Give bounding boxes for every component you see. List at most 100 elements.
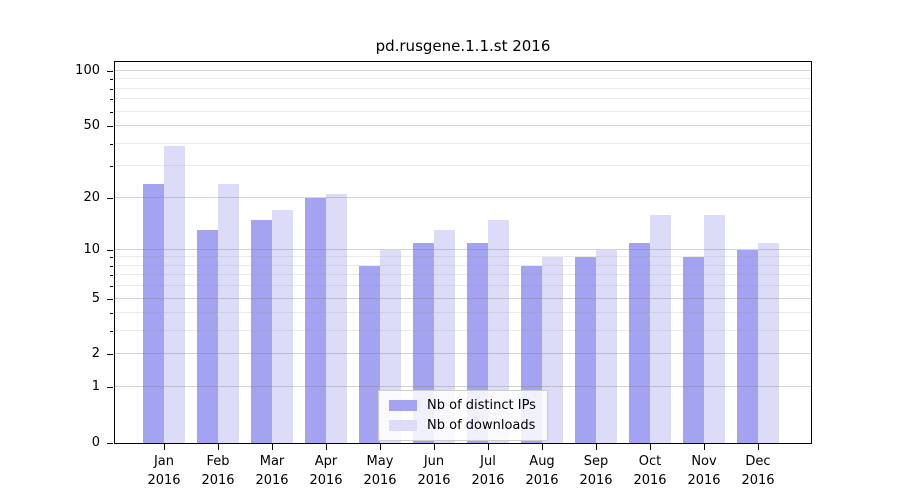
gridline-50: [115, 125, 811, 127]
bar-downloads-jun: [434, 230, 455, 443]
y-minor-tick-8: [110, 265, 113, 267]
bar-downloads-mar: [272, 210, 293, 443]
bar-downloads-oct: [650, 214, 671, 443]
y-minor-tick-30: [110, 166, 113, 168]
chart-title: pd.rusgene.1.1.st 2016: [375, 37, 551, 55]
legend-item-downloads: Nb of downloads: [389, 418, 536, 433]
gridline-3: [115, 330, 811, 332]
bar-distinct-ips-mar: [251, 219, 272, 443]
legend-label-downloads: Nb of downloads: [427, 418, 536, 433]
y-tick-100: [107, 71, 113, 72]
y-minor-tick-60: [110, 111, 113, 113]
y-minor-tick-9: [110, 257, 113, 259]
gridline-8: [115, 264, 811, 266]
legend: Nb of distinct IPs Nb of downloads: [378, 390, 548, 441]
gridline-4: [115, 312, 811, 314]
gridline-1: [115, 386, 811, 388]
gridline-7: [115, 274, 811, 276]
y-minor-tick-90: [110, 79, 113, 81]
x-tick-mar: [272, 444, 273, 450]
x-tick-jul: [488, 444, 489, 450]
y-tick-1: [107, 387, 113, 389]
x-tick-label-aug: Aug 2016: [525, 454, 559, 488]
gridline-80: [115, 87, 811, 89]
y-minor-tick-40: [110, 143, 113, 145]
x-tick-label-sep: Sep 2016: [579, 454, 613, 488]
legend-item-distinct-ips: Nb of distinct IPs: [389, 398, 536, 413]
x-tick-label-mar: Mar 2016: [255, 454, 289, 488]
x-tick-nov: [704, 444, 705, 450]
bar-distinct-ips-may: [359, 265, 380, 443]
y-tick-0: [107, 443, 113, 444]
y-tick-label-10: 10: [83, 241, 100, 257]
y-tick-label-1: 1: [91, 379, 100, 395]
bar-distinct-ips-sep: [575, 257, 596, 443]
bar-downloads-apr: [326, 193, 347, 443]
bar-distinct-ips-oct: [629, 242, 650, 443]
plot-area: Nb of distinct IPs Nb of downloads: [114, 61, 812, 444]
y-minor-tick-4: [110, 313, 113, 315]
gridline-6: [115, 285, 811, 287]
x-tick-jun: [434, 444, 435, 450]
bar-distinct-ips-feb: [197, 230, 218, 443]
gridline-9: [115, 256, 811, 258]
x-tick-may: [380, 444, 381, 450]
x-tick-label-jul: Jul 2016: [471, 454, 505, 488]
bar-downloads-feb: [218, 183, 239, 443]
x-tick-dec: [758, 444, 759, 450]
x-tick-label-nov: Nov 2016: [687, 454, 721, 488]
x-tick-label-dec: Dec 2016: [741, 454, 775, 488]
bar-distinct-ips-apr: [305, 197, 326, 443]
x-tick-label-jun: Jun 2016: [417, 454, 451, 488]
bar-downloads-jul: [488, 219, 509, 443]
x-tick-jan: [164, 444, 165, 450]
x-tick-aug: [542, 444, 543, 450]
x-tick-apr: [326, 444, 327, 450]
legend-label-distinct-ips: Nb of distinct IPs: [427, 398, 536, 413]
y-tick-20: [107, 197, 113, 199]
y-minor-tick-80: [110, 88, 113, 90]
gridline-20: [115, 196, 811, 198]
x-tick-label-jan: Jan 2016: [147, 454, 181, 488]
x-tick-label-apr: Apr 2016: [309, 454, 343, 488]
y-tick-label-0: 0: [91, 435, 100, 450]
x-tick-label-feb: Feb 2016: [201, 454, 235, 488]
gridline-70: [115, 98, 811, 100]
y-tick-label-100: 100: [75, 63, 100, 78]
gridline-10: [115, 248, 811, 250]
x-tick-label-oct: Oct 2016: [633, 454, 667, 488]
y-tick-2: [107, 354, 113, 356]
gridline-40: [115, 142, 811, 144]
gridline-30: [115, 165, 811, 167]
bar-distinct-ips-jan: [143, 183, 164, 443]
bar-downloads-sep: [596, 249, 617, 443]
y-tick-label-5: 5: [91, 290, 100, 306]
y-tick-10: [107, 249, 113, 251]
bar-distinct-ips-nov: [683, 257, 704, 443]
x-tick-sep: [596, 444, 597, 450]
y-minor-tick-6: [110, 286, 113, 288]
gridline-100: [115, 70, 811, 71]
y-tick-50: [107, 126, 113, 128]
bar-downloads-jan: [164, 145, 185, 443]
x-tick-oct: [650, 444, 651, 450]
legend-swatch-distinct-ips-icon: [389, 400, 417, 411]
y-tick-label-2: 2: [91, 346, 100, 362]
gridline-2: [115, 353, 811, 355]
x-tick-feb: [218, 444, 219, 450]
gridline-60: [115, 110, 811, 112]
y-tick-label-20: 20: [83, 189, 100, 205]
gridline-5: [115, 297, 811, 299]
y-minor-tick-3: [110, 331, 113, 333]
legend-swatch-downloads-icon: [389, 420, 417, 431]
y-tick-label-50: 50: [83, 118, 100, 134]
x-tick-label-may: May 2016: [363, 454, 397, 488]
y-minor-tick-7: [110, 275, 113, 277]
y-minor-tick-70: [110, 99, 113, 101]
bar-distinct-ips-dec: [737, 249, 758, 443]
y-tick-5: [107, 298, 113, 300]
gridline-90: [115, 78, 811, 80]
bar-downloads-nov: [704, 214, 725, 443]
bar-downloads-dec: [758, 242, 779, 443]
